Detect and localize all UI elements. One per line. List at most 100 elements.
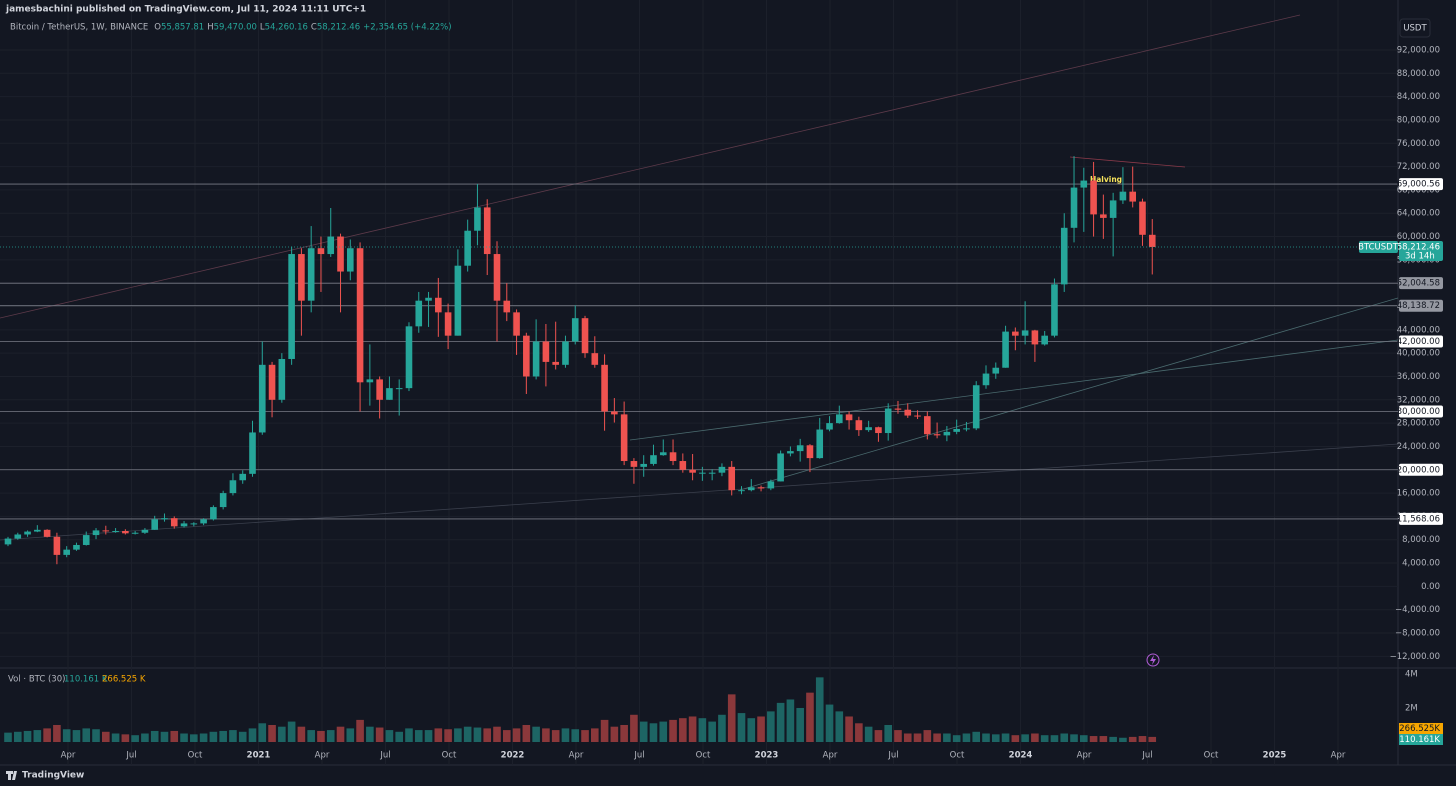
candle-body [298,254,305,301]
last-price-countdown: 3d 14h [1405,251,1435,261]
candle-body [581,318,589,354]
candle-body [924,416,931,435]
x-tick-label: Oct [950,751,965,761]
volume-bar [1031,733,1039,742]
candle-body [180,523,188,527]
y-tick-label: 4,000.00 [1402,559,1440,569]
candle-body [806,445,814,459]
volume-bar [688,716,697,742]
candle-body [405,326,413,389]
volume-bar [542,728,550,742]
event-bolt [1150,655,1156,665]
candle-body [1100,214,1107,218]
volume-bar [1060,733,1069,742]
event-icon[interactable] [1146,653,1160,667]
level-label: 20,000.00 [1397,465,1440,475]
candle-body [122,530,129,534]
publisher: jamesbachini published on TradingView.co… [5,5,366,15]
candle-body [366,379,374,383]
candle-body [836,414,843,424]
volume-value-box-label: 110.161K [1399,735,1440,745]
candle-body [493,254,501,301]
candle-body [943,431,951,436]
annotation: Halving [1090,175,1122,184]
volume-value: 110.161 K [64,675,108,685]
candle-body [747,487,755,491]
volume-bar [962,733,971,742]
volume-bar [278,726,286,742]
x-tick-label: 2021 [247,751,271,761]
volume-bar [1138,736,1147,742]
volume-bar [727,694,736,742]
volume-bar [454,728,462,742]
volume-bar [23,730,32,742]
candle-body [386,388,393,400]
candle-body [562,341,569,365]
trendline [1069,156,1186,168]
volume-bar [698,718,707,742]
volume-bar [835,711,844,742]
volume-bar [238,731,247,742]
x-tick-label: 2023 [755,751,779,761]
volume-bar [1119,737,1127,742]
volume-bar [737,713,746,742]
candle-body [523,335,530,377]
ohlc-value: 54,260.16 [265,23,308,33]
volume-bar [385,730,394,742]
y-tick-label: 60,000.00 [1397,232,1440,242]
level-label: 48,138.72 [1397,301,1440,311]
volume-bar [747,718,756,742]
y-tick-label: 76,000.00 [1397,139,1440,149]
volume-bar [845,716,853,742]
volume-bar [630,714,638,742]
candle-body [73,544,80,550]
currency-box[interactable] [1399,18,1431,38]
candle-body [425,297,432,301]
candle-body [669,452,677,462]
volume-bar [786,699,795,742]
candle-body [278,358,286,400]
volume-title: Vol · BTC (30) [8,675,65,685]
volume-bar [600,719,609,742]
y-tick-label: 40,000.00 [1397,349,1440,359]
candle-body [1139,201,1146,235]
level-label: 69,000.56 [1397,180,1440,190]
candle-body [699,472,706,474]
candle-body [161,518,168,520]
volume-bar [1148,736,1157,742]
volume-bar [473,727,482,742]
volume-bar [1080,735,1088,742]
volume-bar [111,733,120,742]
y-tick-label: −4,000.00 [1395,605,1440,615]
volume-bar [1070,734,1078,742]
volume-bar [160,731,169,742]
y-tick-label: 32,000.00 [1397,395,1440,405]
trendline [0,443,1399,541]
symbol-label: BTCUSDT [1358,242,1399,252]
candle-body [787,451,794,454]
volume-bar [4,732,12,742]
candle-body [884,408,892,434]
volume-bar [102,731,110,742]
candle-body [972,385,980,429]
ohlc-change: +2,354.65 (+4.22%) [363,23,451,33]
candle-body [865,427,872,431]
volume-bar [375,727,384,742]
volume-bar [199,733,208,742]
candle-body [337,236,344,272]
volume-bar [796,707,804,742]
candle-body [14,534,22,539]
candle-body [464,230,471,266]
candle-body [219,493,227,508]
candle-body [190,523,198,525]
candle-body [1090,180,1097,215]
ohlc-key: C [311,23,317,33]
level-label: 30,000.00 [1397,407,1440,417]
volume-bar [972,731,981,742]
candle-body [1002,331,1009,368]
level-label-box [1399,405,1443,418]
currency[interactable]: USDT [1403,24,1427,34]
candle-body [229,480,237,494]
